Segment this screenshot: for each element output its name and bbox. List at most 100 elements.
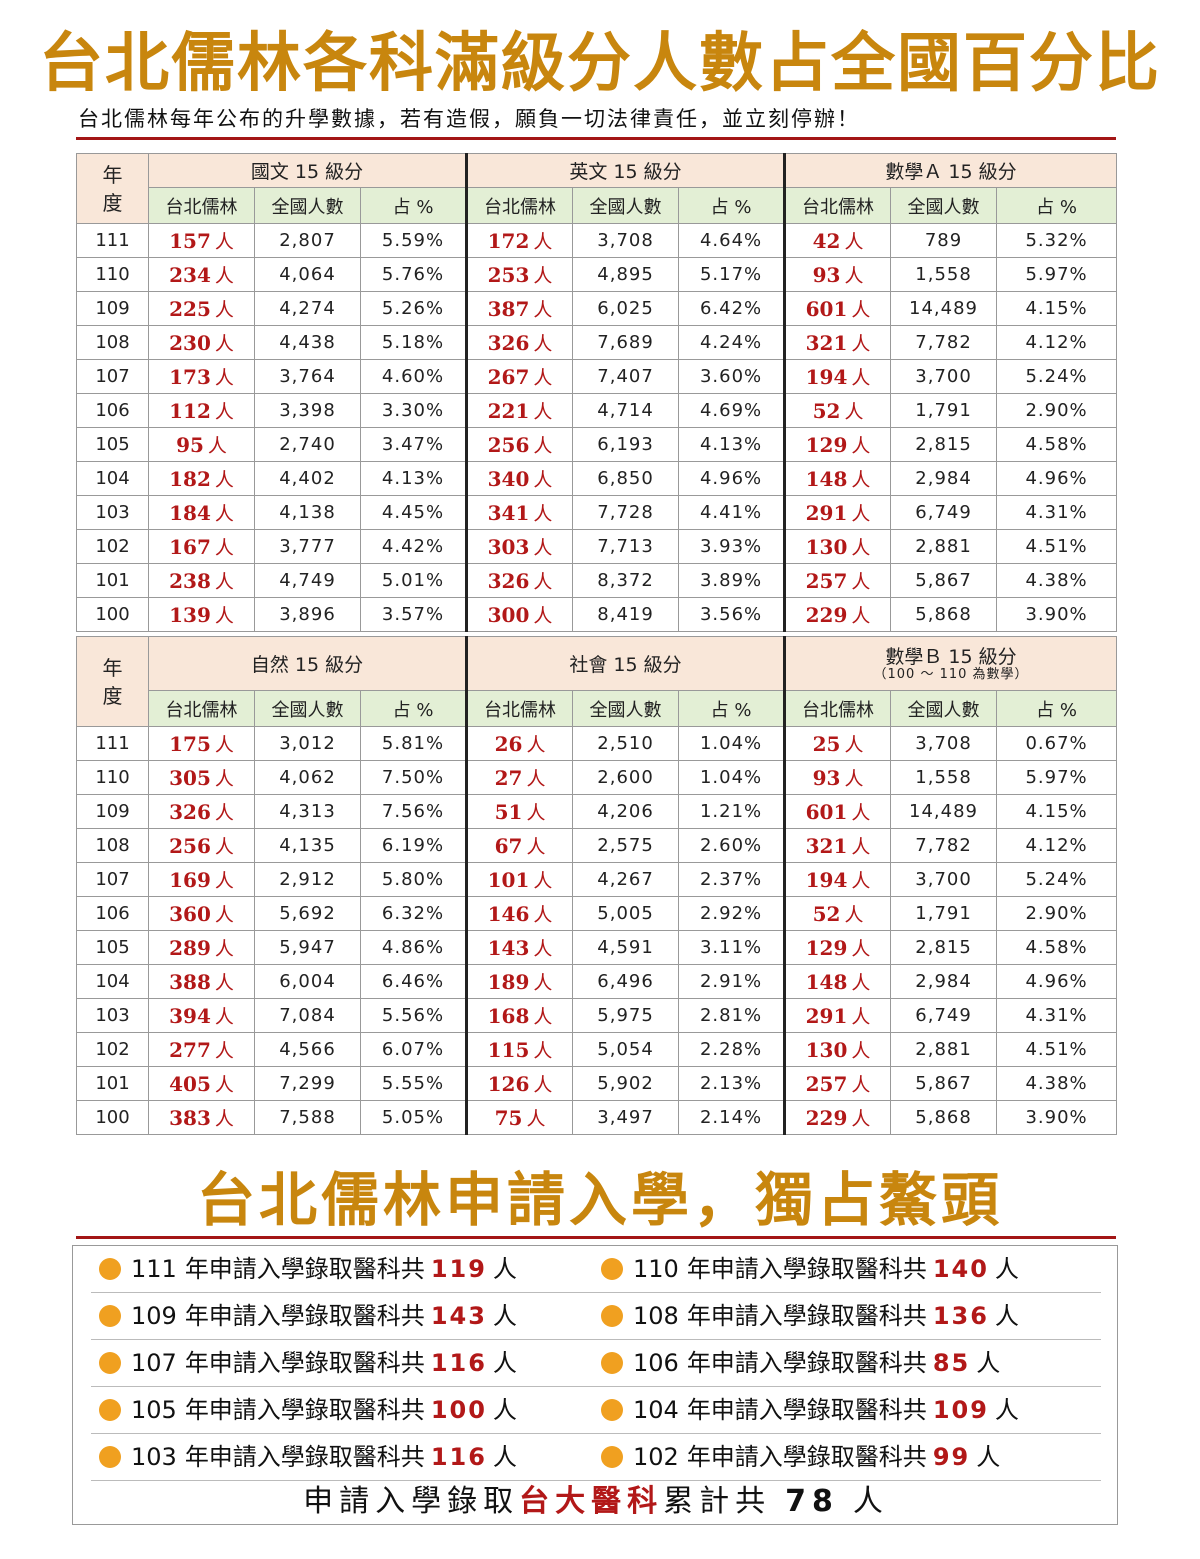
percentage: 7.50%	[359, 760, 469, 795]
institution-count-value: 115	[487, 1038, 530, 1062]
institution-count-value: 305	[169, 766, 211, 790]
institution-count-value: 130	[805, 535, 848, 559]
unit-label: 人	[533, 435, 553, 457]
unit-label: 人	[533, 1006, 553, 1028]
institution-count-value: 267	[487, 365, 530, 389]
percentage: 4.41%	[678, 495, 787, 530]
row-year: 110	[76, 760, 149, 795]
column-header: 台北儒林	[466, 690, 574, 727]
institution-count-value: 383	[169, 1106, 211, 1130]
unit-label: 人	[851, 333, 871, 355]
institution-count-value: 182	[169, 467, 211, 491]
institution-count-value: 189	[487, 970, 530, 994]
row-year: 106	[76, 393, 149, 428]
unit-label: 人	[851, 435, 871, 457]
unit-label: 人	[533, 1040, 553, 1062]
subject-header: 自然 15 級分	[147, 636, 469, 691]
institution-count-value: 221	[487, 399, 530, 423]
institution-count: 189 人	[466, 964, 574, 999]
unit-label: 人	[533, 571, 553, 593]
unit-label: 人	[533, 904, 553, 926]
unit-label: 人	[214, 231, 234, 253]
institution-count: 326 人	[466, 563, 574, 598]
national-count: 5,947	[254, 930, 361, 965]
institution-count-value: 139	[169, 603, 211, 627]
institution-count-value: 388	[169, 970, 211, 994]
national-count: 2,740	[254, 427, 361, 462]
percentage: 4.38%	[996, 1066, 1118, 1101]
institution-count-value: 253	[487, 263, 530, 287]
row-year: 105	[76, 930, 149, 965]
national-count: 4,206	[572, 794, 680, 829]
national-count: 4,267	[572, 862, 680, 897]
percentage: 4.12%	[996, 325, 1118, 360]
admission-label: 年申請入學錄取醫科共	[686, 1443, 927, 1471]
percentage: 5.17%	[678, 257, 787, 292]
national-count: 5,868	[890, 1100, 998, 1135]
institution-count-value: 148	[805, 970, 848, 994]
institution-count: 130 人	[784, 529, 892, 564]
unit-label: 人	[214, 836, 234, 858]
unit-label: 人	[214, 571, 234, 593]
unit-label: 人	[844, 401, 864, 423]
subject-header: 英文 15 級分	[466, 153, 787, 188]
unit-label: 人	[214, 299, 234, 321]
institution-count-value: 184	[169, 501, 211, 525]
table-row: 103 394 人 7,084 5.56% 168 人 5,975 2.81% 291 人 6,749…	[76, 998, 1118, 1033]
national-count: 7,782	[890, 828, 998, 863]
column-header: 占 %	[678, 690, 787, 727]
unit-label: 人	[844, 768, 864, 790]
column-header: 全國人數	[572, 690, 680, 727]
table-row: 105 289 人 5,947 4.86% 143 人 4,591 3.11% 129 人 2,815…	[76, 930, 1118, 965]
national-count: 5,005	[572, 896, 680, 931]
percentage: 5.55%	[359, 1066, 469, 1101]
row-year: 109	[76, 794, 149, 829]
row-year: 111	[76, 726, 149, 761]
percentage: 4.12%	[996, 828, 1118, 863]
admission-item: 106 年申請入學錄取醫科共 85 人	[601, 1340, 1000, 1386]
percentage: 4.96%	[678, 461, 787, 496]
institution-count: 257 人	[784, 1066, 892, 1101]
column-header: 占 %	[359, 187, 469, 224]
admission-unit: 人	[994, 1302, 1019, 1330]
institution-count: 229 人	[784, 597, 892, 632]
disclaimer-text: 台北儒林每年公布的升學數據，若有造假，願負一切法律責任，並立刻停辦！	[78, 107, 860, 131]
unit-label: 人	[526, 734, 546, 756]
national-count: 789	[890, 223, 998, 258]
unit-label: 人	[214, 605, 234, 627]
admission-item: 110 年申請入學錄取醫科共 140 人	[601, 1246, 1019, 1292]
column-header: 台北儒林	[148, 187, 255, 224]
subject-header: 國文 15 級分	[147, 153, 469, 188]
national-count: 3,764	[254, 359, 361, 394]
percentage: 1.04%	[678, 726, 787, 761]
national-count: 7,588	[254, 1100, 361, 1135]
table-row: 111 157 人 2,807 5.59% 172 人 3,708 4.64% 42 人 789 5.3…	[76, 223, 1118, 258]
institution-count-value: 148	[805, 467, 848, 491]
table-row: 109 326 人 4,313 7.56% 51 人 4,206 1.21% 601 人 14,489…	[76, 794, 1118, 829]
national-count: 6,496	[572, 964, 680, 999]
table-row: 104 388 人 6,004 6.46% 189 人 6,496 2.91% 148 人 2,984…	[76, 964, 1118, 999]
admission-year: 109	[131, 1302, 177, 1330]
admission-item: 102 年申請入學錄取醫科共 99 人	[601, 1434, 1000, 1480]
national-count: 7,407	[572, 359, 680, 394]
unit-label: 人	[214, 1006, 234, 1028]
national-count: 4,749	[254, 563, 361, 598]
institution-count-value: 229	[805, 1106, 848, 1130]
column-header-row: 台北儒林 全國人數占 % 台北儒林 全國人數占 % 台北儒林 全國人數占 %	[77, 187, 1118, 224]
institution-count: 221 人	[466, 393, 574, 428]
percentage: 2.14%	[678, 1100, 787, 1135]
institution-count: 601 人	[784, 291, 892, 326]
institution-count-value: 143	[487, 936, 530, 960]
institution-count: 257 人	[784, 563, 892, 598]
institution-count: 167 人	[148, 529, 255, 564]
national-count: 2,984	[890, 461, 998, 496]
national-count: 6,025	[572, 291, 680, 326]
institution-count-value: 26	[494, 732, 523, 756]
national-count: 14,489	[890, 794, 998, 829]
column-header: 台北儒林	[466, 187, 574, 224]
institution-count-value: 257	[805, 569, 848, 593]
subject-header-row: 年度 國文 15 級分 英文 15 級分 數學Ａ 15 級分	[76, 153, 1118, 224]
institution-count: 139 人	[148, 597, 255, 632]
institution-count: 289 人	[148, 930, 255, 965]
national-count: 4,313	[254, 794, 361, 829]
